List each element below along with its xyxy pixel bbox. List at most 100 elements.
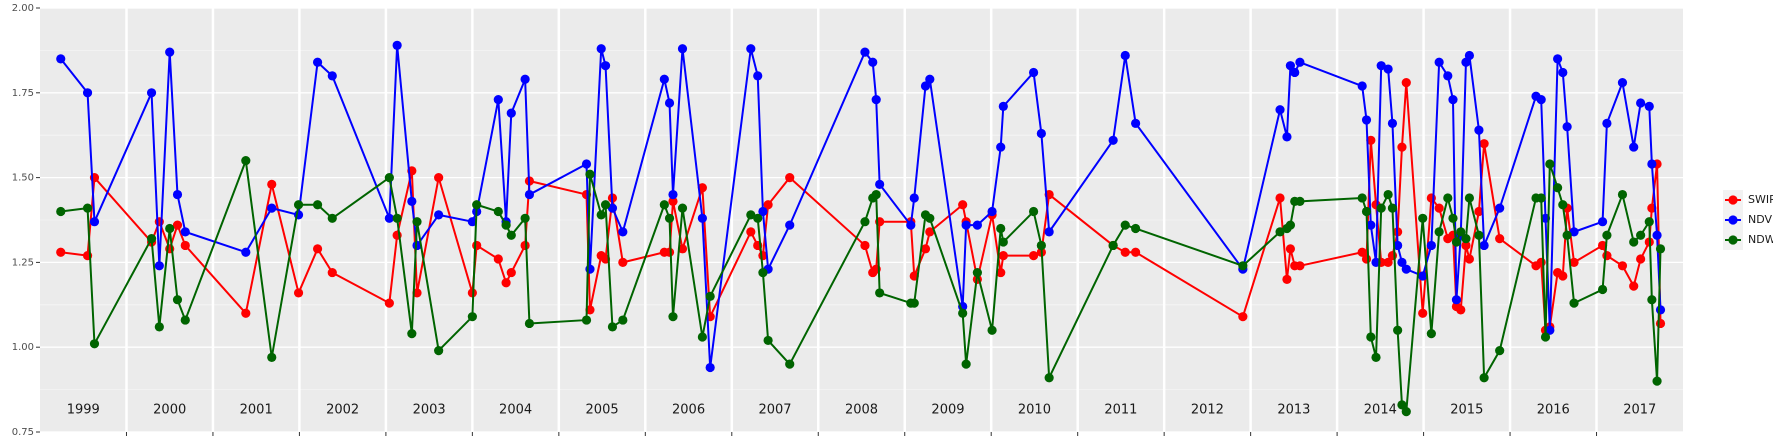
series-point — [1536, 257, 1546, 267]
series-point — [1028, 251, 1039, 261]
series-point — [659, 200, 669, 210]
series-point — [524, 189, 535, 200]
series-point — [1451, 237, 1462, 247]
series-point — [1495, 345, 1505, 356]
series-point — [407, 196, 417, 206]
series-point — [1387, 118, 1398, 128]
series-point — [1397, 400, 1407, 410]
series-point — [1647, 295, 1657, 305]
series-point — [1569, 257, 1579, 267]
series-point — [1464, 50, 1475, 61]
series-point — [607, 322, 618, 332]
series-point — [1120, 220, 1130, 230]
series-point — [1558, 271, 1568, 281]
series-point — [618, 257, 628, 267]
series-point — [412, 240, 422, 251]
year-label: 2007 — [758, 403, 791, 418]
year-label: 2014 — [1364, 403, 1397, 418]
series-point — [1479, 373, 1489, 383]
series-point — [1120, 247, 1130, 257]
series-point — [1376, 203, 1386, 213]
series-point — [165, 47, 175, 57]
series-point — [1443, 193, 1453, 203]
series-point — [909, 298, 919, 308]
series-point — [868, 57, 878, 67]
series-point — [1652, 230, 1662, 240]
series-point — [987, 206, 997, 217]
year-label: 1999 — [67, 403, 100, 418]
series-point — [1636, 230, 1646, 240]
series-point — [697, 213, 707, 223]
series-point — [1545, 159, 1555, 169]
series-point — [1644, 217, 1654, 227]
series-point — [1602, 118, 1612, 128]
series-point — [1553, 183, 1563, 193]
series-point — [785, 220, 795, 230]
series-point — [392, 40, 402, 50]
series-point — [267, 179, 277, 189]
series-point — [875, 179, 885, 189]
series-point — [871, 189, 881, 200]
series-point — [607, 203, 618, 213]
series-point — [1036, 240, 1046, 251]
series-point — [1295, 57, 1305, 67]
series-point — [1629, 142, 1639, 152]
series-point — [1290, 67, 1300, 78]
series-point — [1545, 325, 1555, 335]
series-point — [1558, 200, 1568, 210]
series-point — [312, 57, 323, 67]
series-point — [860, 47, 870, 57]
series-point — [493, 94, 503, 105]
series-point — [1418, 213, 1428, 223]
year-label: 2017 — [1623, 403, 1656, 418]
series-point — [501, 220, 511, 230]
series-point — [241, 247, 251, 257]
series-point — [906, 220, 916, 230]
series-point — [1569, 298, 1579, 308]
series-point — [493, 254, 503, 264]
series-point — [1636, 98, 1646, 108]
series-point — [1448, 94, 1458, 105]
series-point — [1464, 254, 1475, 264]
series-point — [1647, 159, 1657, 169]
series-point — [172, 189, 183, 200]
series-point — [1295, 261, 1305, 271]
series-point — [520, 213, 530, 223]
legend-key-point — [1728, 215, 1738, 225]
series-point — [920, 81, 931, 91]
series-point — [581, 315, 592, 325]
series-point — [1536, 94, 1546, 105]
series-point — [1434, 203, 1444, 213]
series-point — [1602, 251, 1612, 261]
series-point — [697, 332, 707, 342]
series-point — [1636, 254, 1646, 264]
series-point — [1285, 61, 1296, 71]
series-point — [1474, 125, 1484, 135]
y-tick-label: 1.00 — [12, 342, 34, 353]
series-point — [506, 230, 516, 240]
series-point — [520, 74, 530, 84]
series-point — [1655, 244, 1666, 254]
series-point — [267, 352, 277, 362]
series-point — [1401, 78, 1411, 88]
series-point — [1108, 240, 1118, 251]
series-point — [600, 200, 611, 210]
series-point — [1474, 230, 1484, 240]
series-point — [1044, 373, 1054, 383]
legend-label: SWIR — [1748, 193, 1773, 206]
year-label: 2016 — [1537, 403, 1570, 418]
series-point — [664, 213, 675, 223]
series-point — [1401, 264, 1411, 274]
series-point — [585, 169, 595, 179]
series-point — [1558, 67, 1568, 78]
legend-key-point — [1728, 195, 1738, 205]
series-point — [56, 206, 66, 217]
series-point — [1275, 193, 1285, 203]
series-point — [1629, 281, 1639, 291]
series-point — [1617, 78, 1628, 88]
series-point — [506, 267, 516, 278]
series-point — [1553, 54, 1563, 64]
series-point — [82, 203, 93, 213]
series-point — [996, 142, 1006, 152]
series-point — [501, 278, 511, 288]
